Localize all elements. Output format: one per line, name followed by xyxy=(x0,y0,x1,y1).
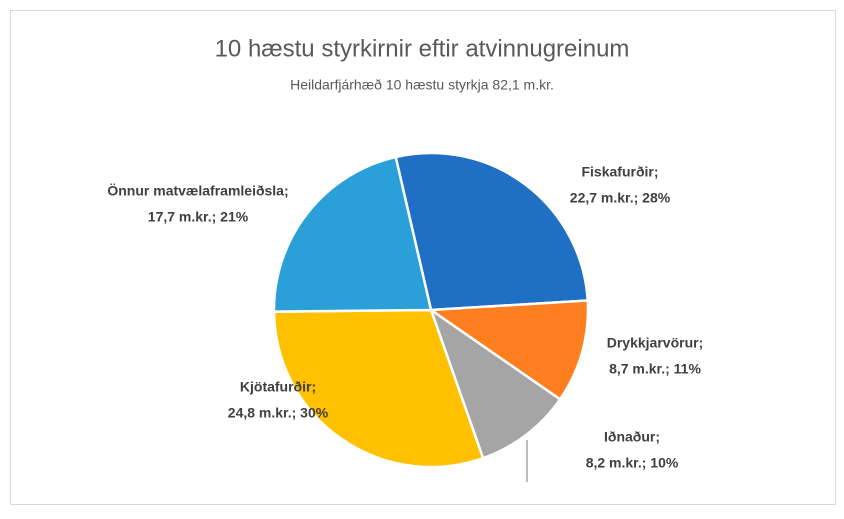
pie-slice xyxy=(427,299,590,402)
chart-title: 10 hæstu styrkirnir eftir atvinnugreinum xyxy=(215,35,630,62)
pie-slice xyxy=(272,308,485,469)
chart-subtitle: Heildarfjárhæð 10 hæstu styrkja 82,1 m.k… xyxy=(290,77,554,93)
slice-value-label: 8,2 m.kr.; 10% xyxy=(586,455,679,471)
slice-value-label: 8,7 m.kr.; 11% xyxy=(609,361,701,377)
slice-value-label: 22,7 m.kr.; 28% xyxy=(570,190,671,206)
pie-slice xyxy=(394,151,590,312)
slice-label: Drykkjarvörur; xyxy=(607,335,704,351)
slice-value-label: 24,8 m.kr.; 30% xyxy=(228,405,329,421)
slice-label: Kjötafurðir; xyxy=(240,379,316,395)
pie-slice xyxy=(428,306,562,460)
slice-label: Önnur matvælaframleiðsla; xyxy=(107,183,288,199)
pie-slice xyxy=(272,155,433,313)
slice-label: Iðnaður; xyxy=(604,429,660,445)
slice-label: Fiskafurðir; xyxy=(581,164,658,180)
slice-value-label: 17,7 m.kr.; 21% xyxy=(148,209,249,225)
